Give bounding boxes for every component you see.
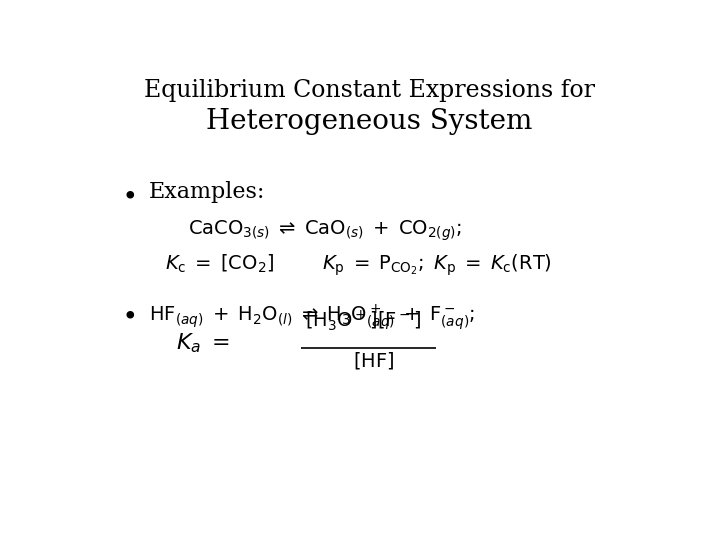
Text: $\mathit{K}_{\rm p}$$\;=\;\rm P_{CO_2};\;$$\mathit{K}_{\rm p}$$\;=\;\mathit{K}_{: $\mathit{K}_{\rm p}$$\;=\;\rm P_{CO_2};\…: [322, 253, 552, 278]
Text: $\mathit{K}_a\;=$: $\mathit{K}_a\;=$: [176, 332, 230, 355]
Text: $\mathit{K}_{\rm c}$$\;=\;[\rm CO_2]$: $\mathit{K}_{\rm c}$$\;=\;[\rm CO_2]$: [166, 253, 274, 275]
Text: $\bullet$: $\bullet$: [121, 181, 135, 206]
Text: $\bullet$: $\bullet$: [121, 302, 135, 327]
Text: Equilibrium Constant Expressions for: Equilibrium Constant Expressions for: [143, 79, 595, 103]
Text: $\rm CaCO_{3{\it (s)}}$$\;\rightleftharpoons\;$$\rm CaO_{{\it (s)}}$$\;+\;$$\rm : $\rm CaCO_{3{\it (s)}}$$\;\rightleftharp…: [188, 219, 462, 243]
Text: Examples:: Examples:: [148, 181, 265, 203]
Text: $[\rm HF]$: $[\rm HF]$: [354, 350, 395, 371]
Text: $[\rm H_3O^+][\rm F^-]$: $[\rm H_3O^+][\rm F^-]$: [305, 308, 421, 333]
Text: $\rm HF_{{\it (aq)}}$$\;+\;$$\rm H_2O_{{\it (l)}}$$\;\rightleftharpoons\;$$\rm H: $\rm HF_{{\it (aq)}}$$\;+\;$$\rm H_2O_{{…: [148, 302, 474, 332]
Text: Heterogeneous System: Heterogeneous System: [206, 109, 532, 136]
